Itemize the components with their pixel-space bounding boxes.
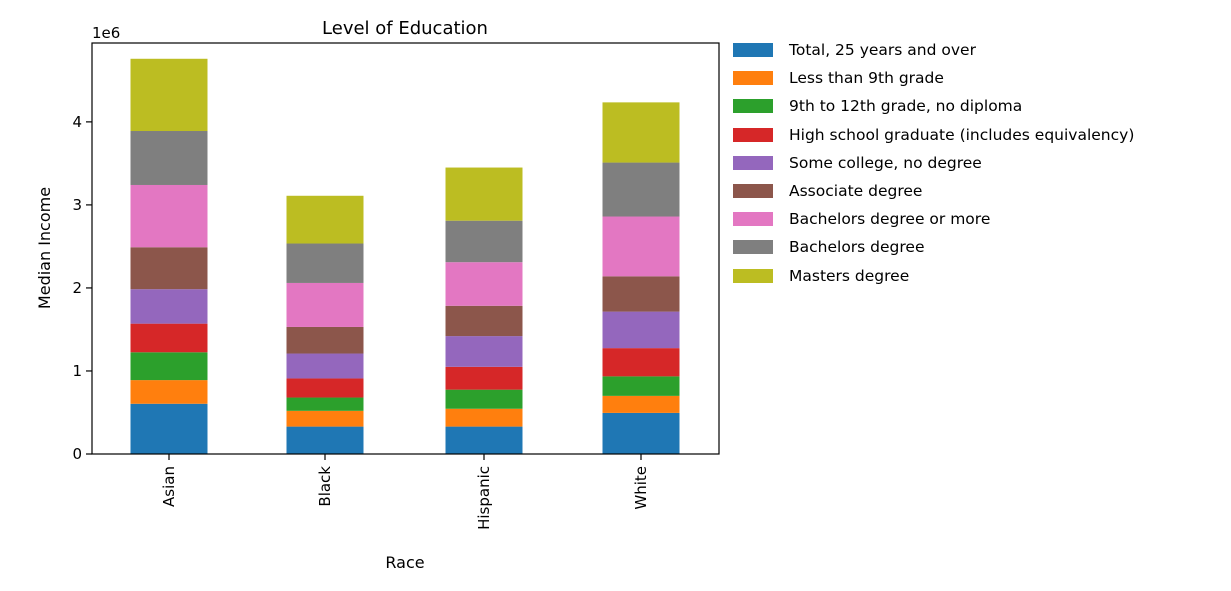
- legend-item: Less than 9th grade: [733, 64, 1134, 92]
- bar-segment: [602, 311, 680, 349]
- y-axis-label: Median Income: [35, 187, 54, 309]
- legend-label: Some college, no degree: [789, 153, 982, 172]
- bar-segment: [130, 323, 208, 353]
- legend: Total, 25 years and over Less than 9th gr…: [733, 36, 1134, 290]
- y-offset-label: 1e6: [92, 24, 120, 42]
- chart-title: Level of Education: [322, 18, 488, 39]
- bar-segment: [445, 262, 523, 306]
- bars-layer: [130, 58, 680, 454]
- bar-segment: [286, 353, 364, 379]
- bar-segment: [602, 376, 680, 396]
- bar-segment: [602, 216, 680, 277]
- bar-segment: [602, 348, 680, 377]
- bar-segment: [286, 397, 364, 411]
- bar-segment: [130, 380, 208, 404]
- bar-segment: [130, 247, 208, 290]
- legend-label: Bachelors degree or more: [789, 210, 991, 229]
- bar-segment: [130, 184, 208, 248]
- bar-segment: [286, 378, 364, 398]
- bar-segment: [445, 426, 523, 454]
- x-axis: Asian Black Hispanic White: [160, 454, 650, 530]
- legend-label: High school graduate (includes equivalen…: [789, 125, 1135, 144]
- legend-item: Bachelors degree: [733, 233, 1134, 261]
- legend-label: Bachelors degree: [789, 238, 925, 257]
- legend-swatch: [733, 43, 773, 58]
- legend-item: 9th to 12th grade, no diploma: [733, 92, 1134, 120]
- legend-item: Masters degree: [733, 262, 1134, 290]
- bar-segment: [130, 58, 208, 132]
- x-tick-label: Asian: [160, 466, 178, 507]
- plot-frame: [91, 42, 720, 455]
- y-tick-label: 4: [72, 113, 82, 131]
- bar-segment: [602, 412, 680, 454]
- x-axis-label: Race: [385, 553, 424, 572]
- bar-segment: [602, 276, 680, 312]
- legend-label: Total, 25 years and over: [789, 41, 976, 60]
- legend-swatch: [733, 155, 773, 170]
- bar-segment: [286, 243, 364, 283]
- legend-item: Bachelors degree or more: [733, 205, 1134, 233]
- legend-label: Associate degree: [789, 182, 923, 201]
- y-tick-label: 3: [72, 196, 82, 214]
- y-axis: 0 1 2 3 4: [72, 113, 92, 463]
- legend-label: Less than 9th grade: [789, 69, 944, 88]
- bar-segment: [445, 408, 523, 427]
- bar-segment: [445, 305, 523, 337]
- bar-segment: [445, 336, 523, 367]
- y-tick-label: 2: [72, 279, 82, 297]
- bar-segment: [130, 352, 208, 381]
- x-tick-label: Black: [316, 466, 334, 507]
- legend-label: Masters degree: [789, 266, 910, 285]
- bar-segment: [602, 102, 680, 163]
- legend-swatch: [733, 71, 773, 86]
- bar-segment: [286, 326, 364, 354]
- bar-segment: [130, 403, 208, 454]
- y-tick-label: 0: [72, 445, 82, 463]
- legend-swatch: [733, 184, 773, 199]
- bar-segment: [130, 131, 208, 185]
- bar-segment: [445, 167, 523, 221]
- legend-swatch: [733, 212, 773, 227]
- legend-label: 9th to 12th grade, no diploma: [789, 97, 1023, 116]
- bar-segment: [445, 220, 523, 263]
- bar-segment: [445, 389, 523, 409]
- bar-segment: [130, 289, 208, 324]
- legend-swatch: [733, 127, 773, 142]
- legend-item: Total, 25 years and over: [733, 36, 1134, 64]
- bar-segment: [445, 366, 523, 390]
- bar-segment: [602, 162, 680, 217]
- bar-segment: [286, 426, 364, 454]
- bar-segment: [286, 410, 364, 427]
- x-tick-label: White: [632, 466, 650, 510]
- bar-segment: [286, 195, 364, 244]
- x-tick-label: Hispanic: [475, 466, 493, 530]
- legend-item: Some college, no degree: [733, 149, 1134, 177]
- legend-item: Associate degree: [733, 177, 1134, 205]
- bar-segment: [286, 282, 364, 327]
- legend-item: High school graduate (includes equivalen…: [733, 121, 1134, 149]
- bar-segment: [602, 395, 680, 413]
- legend-swatch: [733, 268, 773, 283]
- y-tick-label: 1: [72, 362, 82, 380]
- legend-swatch: [733, 99, 773, 114]
- legend-swatch: [733, 240, 773, 255]
